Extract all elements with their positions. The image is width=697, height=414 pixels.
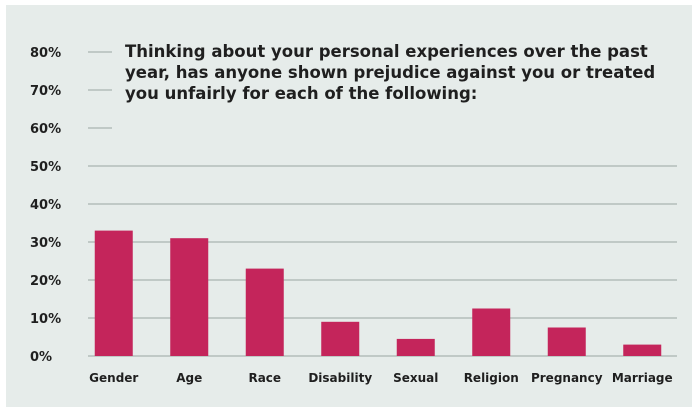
bar xyxy=(472,308,511,356)
y-tick-label: 80% xyxy=(30,46,61,61)
bars xyxy=(94,230,662,356)
chart-title: Thinking about your personal experiences… xyxy=(125,42,656,103)
y-tick-label: 60% xyxy=(30,122,61,137)
x-category-label: Disability xyxy=(308,371,372,385)
y-tick-label: 30% xyxy=(30,236,61,251)
y-tick-label: 40% xyxy=(30,198,61,213)
bar xyxy=(321,321,360,356)
x-category-label: Marriage xyxy=(612,371,673,385)
y-tick-label: 0% xyxy=(30,350,52,365)
x-category-label: Sexual xyxy=(393,371,438,385)
y-tick-label: 70% xyxy=(30,84,61,99)
x-category-label: Religion xyxy=(464,371,519,385)
bar xyxy=(396,338,435,356)
x-category-label: Age xyxy=(176,371,202,385)
bar xyxy=(623,344,662,356)
y-tick-label: 20% xyxy=(30,274,61,289)
x-axis-labels: Gender Age Race Disability Sexual Religion Pre… xyxy=(89,371,673,385)
x-category-label: Pregnancy xyxy=(531,371,603,385)
y-tick-label: 10% xyxy=(30,312,61,327)
y-tick-label: 50% xyxy=(30,160,61,175)
x-category-label: Gender xyxy=(89,371,138,385)
bar xyxy=(94,230,133,356)
bar xyxy=(170,238,209,356)
bar xyxy=(245,268,284,356)
y-axis-ticks: 0% 10% 20% 30% 40% 50% 60% 70% 80% xyxy=(30,46,61,365)
bar xyxy=(547,327,586,356)
x-category-label: Race xyxy=(248,371,281,385)
